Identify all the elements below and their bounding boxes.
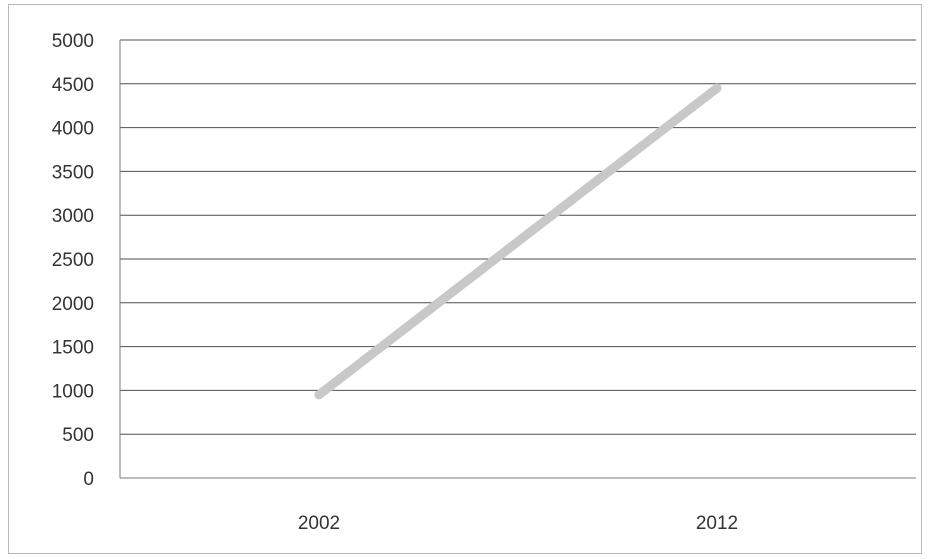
x-axis-tick-labels: 2002 2012 bbox=[298, 513, 738, 534]
series-line bbox=[314, 83, 722, 400]
x-tick-label: 2002 bbox=[298, 513, 340, 534]
y-tick-label: 2500 bbox=[52, 250, 94, 271]
gridlines bbox=[120, 39, 916, 435]
axes bbox=[119, 40, 916, 479]
y-tick-label: 4500 bbox=[52, 75, 94, 96]
series-layer bbox=[314, 83, 722, 400]
y-tick-label: 5000 bbox=[52, 31, 94, 52]
y-tick-label: 3500 bbox=[52, 162, 94, 183]
y-tick-label: 2000 bbox=[52, 294, 94, 315]
y-axis-tick-labels: 0 500 1000 1500 2000 2500 3000 3500 4000 4500 5000 bbox=[52, 31, 94, 490]
x-tick-label: 2012 bbox=[696, 513, 738, 534]
y-tick-label: 3000 bbox=[52, 206, 94, 227]
y-tick-label: 1500 bbox=[52, 338, 94, 359]
data-point-2012 bbox=[712, 83, 722, 93]
y-tick-label: 4000 bbox=[52, 119, 94, 140]
data-point-2002 bbox=[314, 390, 324, 400]
y-tick-label: 0 bbox=[83, 469, 94, 490]
y-tick-label: 500 bbox=[62, 425, 94, 446]
y-tick-label: 1000 bbox=[52, 381, 94, 402]
